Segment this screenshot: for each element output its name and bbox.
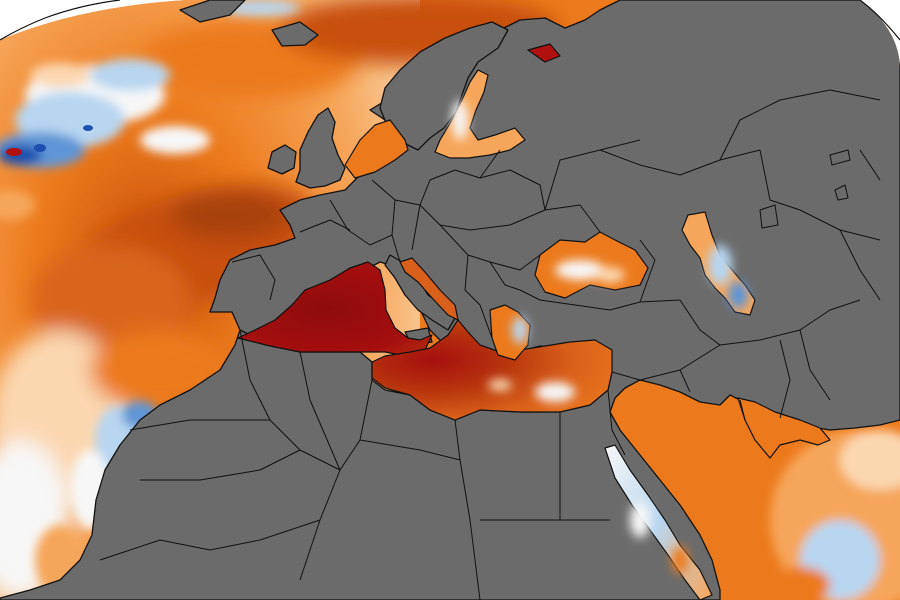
region-adriatic-sea (399, 257, 459, 321)
globe-edge-top-left (0, 0, 120, 40)
landmass-svalbard (179, 0, 246, 23)
globe-limb-right (859, 0, 900, 41)
cold-anomaly-spots (6, 125, 93, 156)
globe-edge-top-right (860, 0, 900, 40)
landmass-great-britain (295, 107, 346, 189)
region-north-sea (344, 119, 409, 179)
country-borders (99, 89, 881, 600)
region-ladoga (527, 43, 561, 63)
region-persian-gulf (737, 397, 831, 459)
landmass-faroe (271, 21, 319, 47)
landmass-scandinavia (379, 21, 509, 151)
globe-limb (0, 0, 121, 41)
landmass-ireland (267, 144, 297, 175)
north-atlantic-warm-patches (0, 0, 560, 600)
north-atlantic-cool-patches (0, 0, 300, 220)
sea-texture (452, 100, 748, 574)
region-western-mediterranean (237, 261, 433, 357)
region-arabian-sea (770, 430, 900, 600)
inland-lakes (759, 149, 851, 229)
